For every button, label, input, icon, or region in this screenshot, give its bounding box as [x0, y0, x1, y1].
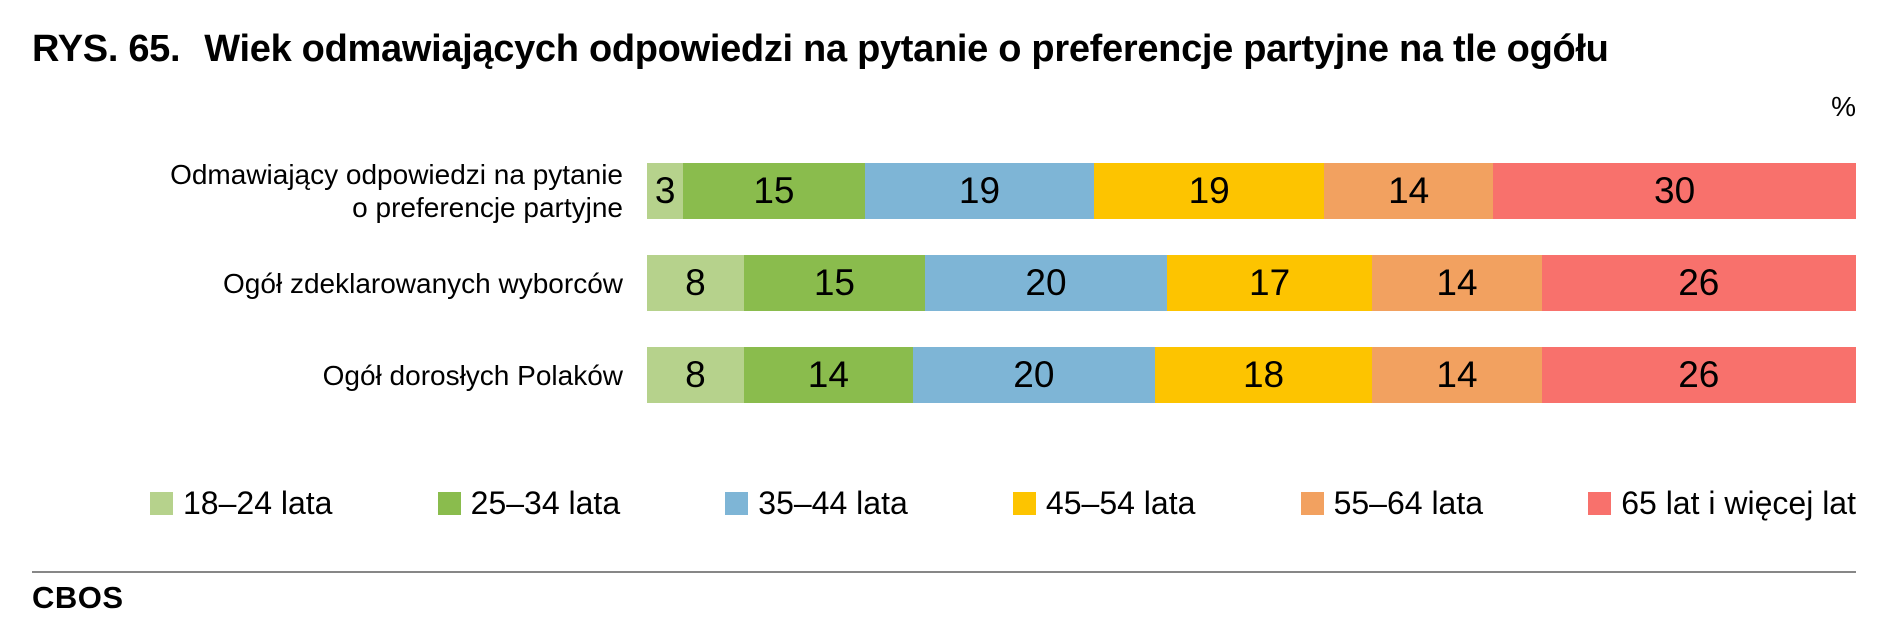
bar-segment: 14 — [1372, 347, 1542, 403]
segment-value: 14 — [1436, 354, 1478, 395]
legend-label: 65 lat i więcej lat — [1621, 485, 1856, 521]
percent-axis-label: % — [1831, 91, 1856, 122]
legend-item: 65 lat i więcej lat — [1588, 487, 1856, 519]
segment-value: 17 — [1249, 262, 1291, 303]
chart-title-text: Wiek odmawiających odpowiedzi na pytanie… — [204, 28, 1609, 70]
segment-value: 8 — [685, 354, 706, 395]
bar-segment: 14 — [743, 347, 913, 403]
figure-page: RYS. 65. Wiek odmawiających odpowiedzi na… — [0, 26, 1890, 634]
legend-label: 18–24 lata — [183, 485, 333, 521]
figure-number: RYS. 65. — [32, 28, 181, 70]
legend-swatch-icon — [1300, 491, 1324, 515]
source-label: CBOS — [32, 580, 124, 615]
legend-swatch-icon — [725, 491, 749, 515]
legend-label: 25–34 lata — [470, 485, 621, 521]
segment-value: 15 — [753, 170, 795, 211]
bar-segment: 17 — [1166, 255, 1373, 311]
chart-legend: 18–24 lata 25–34 lata 35–44 lata 45–54 lata… — [150, 487, 1856, 519]
segment-value: 18 — [1242, 354, 1285, 395]
bar-segment: 20 — [925, 255, 1167, 311]
legend-item: 35–44 lata — [725, 485, 908, 521]
stacked-bar: 8 15 20 17 14 26 — [647, 255, 1856, 311]
segment-value: 20 — [1025, 262, 1067, 303]
segment-value: 26 — [1678, 354, 1720, 395]
legend-swatch-icon — [1588, 491, 1612, 515]
segment-value: 26 — [1678, 262, 1720, 303]
chart-row: Ogół zdeklarowanych wyborców 8 15 20 17 14 26 — [32, 255, 1856, 311]
segment-value: 3 — [654, 170, 676, 211]
bar-segment: 18 — [1154, 347, 1373, 403]
bar-segment: 14 — [1324, 163, 1494, 219]
row-label: Ogół zdeklarowanych wyborców — [223, 267, 623, 299]
stacked-bar: 8 14 20 18 14 26 — [647, 347, 1856, 403]
unit-row: % — [32, 92, 1856, 122]
legend-item: 45–54 lata — [1012, 485, 1196, 521]
segment-value: 20 — [1013, 354, 1055, 395]
chart-row: Ogół dorosłych Polaków 8 14 20 18 14 26 — [32, 347, 1856, 403]
legend-swatch-icon — [437, 491, 461, 515]
segment-value: 19 — [1188, 170, 1230, 211]
bar-segment: 3 — [647, 163, 684, 219]
legend-item: 55–64 lata — [1300, 485, 1484, 521]
bar-segment: 30 — [1493, 163, 1856, 219]
footer-divider — [32, 571, 1856, 573]
legend-label: 55–64 lata — [1333, 485, 1484, 521]
bar-segment: 15 — [743, 255, 926, 311]
segment-value: 30 — [1654, 170, 1696, 211]
row-label: Ogół dorosłych Polaków — [322, 359, 623, 391]
bar-segment: 19 — [864, 163, 1095, 219]
legend-item: 25–34 lata — [437, 485, 621, 521]
segment-value: 14 — [807, 354, 849, 395]
legend-swatch-icon — [1012, 491, 1036, 515]
legend-label: 35–44 lata — [758, 485, 908, 521]
segment-value: 8 — [685, 262, 706, 303]
bar-segment: 19 — [1094, 163, 1325, 219]
bar-segment: 14 — [1372, 255, 1542, 311]
legend-item: 18–24 lata — [150, 487, 332, 519]
bar-segment: 20 — [912, 347, 1155, 403]
bar-segment: 15 — [683, 163, 865, 219]
bar-segment: 26 — [1541, 255, 1856, 311]
legend-label: 45–54 lata — [1045, 485, 1196, 521]
bar-segment: 8 — [647, 347, 744, 403]
chart-row: Odmawiający odpowiedzi na pytanie o pref… — [32, 159, 1856, 223]
segment-value: 15 — [813, 262, 855, 303]
bar-segment: 26 — [1541, 347, 1856, 403]
stacked-bar: 3 15 19 19 14 30 — [647, 163, 1856, 219]
segment-value: 14 — [1388, 170, 1430, 211]
legend-swatch-icon — [150, 491, 173, 515]
chart-title: RYS. 65. Wiek odmawiających odpowiedzi na… — [32, 26, 1856, 72]
segment-value: 14 — [1436, 262, 1478, 303]
bar-segment: 8 — [647, 255, 744, 311]
row-label: Odmawiający odpowiedzi na pytanie o pref… — [170, 159, 623, 223]
segment-value: 19 — [958, 170, 1001, 211]
stacked-bar-chart: Odmawiający odpowiedzi na pytanie o pref… — [32, 159, 1856, 403]
